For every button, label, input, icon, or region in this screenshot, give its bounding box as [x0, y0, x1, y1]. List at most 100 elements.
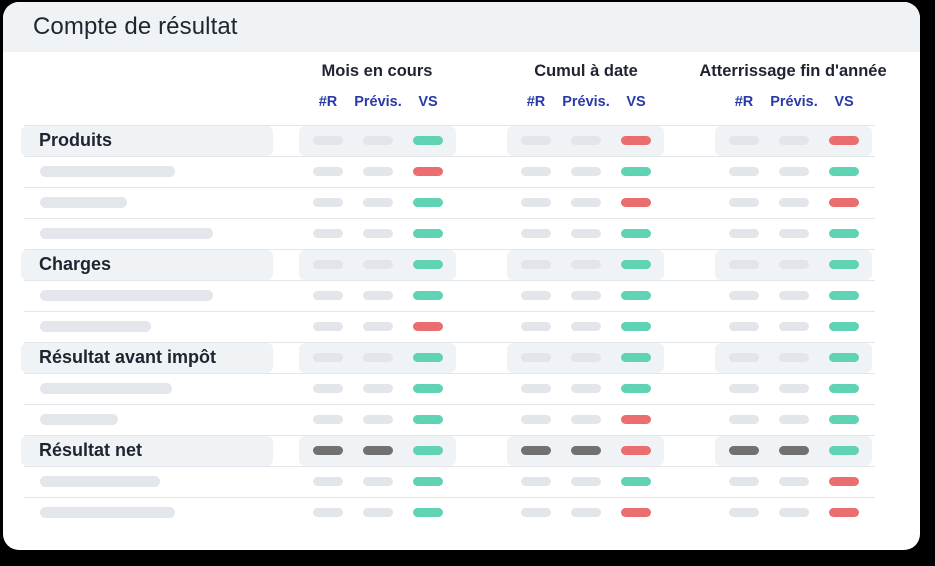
section-label: Résultat net	[39, 440, 143, 460]
subheader-forecast: Prévis.	[562, 94, 610, 110]
variance-indicator-green	[621, 291, 651, 300]
actual-value-placeholder	[729, 446, 759, 455]
variance-indicator-red	[413, 322, 443, 331]
actual-value-placeholder	[521, 384, 551, 393]
section-row-label-box[interactable]	[21, 436, 273, 466]
actual-value-placeholder	[729, 198, 759, 207]
subheader-forecast: Prévis.	[770, 94, 818, 110]
line-item-label-placeholder	[40, 228, 213, 239]
income-statement-card: Compte de résultat Mois en cours Cumul à…	[3, 2, 920, 550]
actual-value-placeholder	[313, 508, 343, 517]
card-header: Compte de résultat	[3, 2, 920, 52]
variance-indicator-green	[829, 384, 859, 393]
actual-value-placeholder	[521, 446, 551, 455]
line-item-label-placeholder	[40, 507, 175, 518]
forecast-value-placeholder	[363, 291, 393, 300]
row-divider	[24, 218, 875, 219]
line-item-label-placeholder	[40, 197, 127, 208]
actual-value-placeholder	[521, 353, 551, 362]
forecast-value-placeholder	[363, 384, 393, 393]
variance-indicator-green	[413, 136, 443, 145]
actual-value-placeholder	[521, 291, 551, 300]
variance-indicator-green	[829, 229, 859, 238]
forecast-value-placeholder	[779, 322, 809, 331]
forecast-value-placeholder	[571, 136, 601, 145]
row-divider	[24, 404, 875, 405]
line-item-label-placeholder	[40, 290, 213, 301]
variance-indicator-red	[621, 446, 651, 455]
column-group-year-end-forecast: Atterrissage fin d'année	[699, 62, 887, 80]
line-item-label-placeholder	[40, 476, 160, 487]
variance-indicator-red	[829, 136, 859, 145]
forecast-value-placeholder	[779, 229, 809, 238]
variance-indicator-green	[413, 198, 443, 207]
forecast-value-placeholder	[571, 353, 601, 362]
forecast-value-placeholder	[779, 446, 809, 455]
forecast-value-placeholder	[571, 415, 601, 424]
section-row-label-box[interactable]	[21, 126, 273, 156]
row-divider	[24, 342, 875, 343]
subheader-actual: #R	[734, 94, 754, 110]
actual-value-placeholder	[313, 415, 343, 424]
section-label: Produits	[39, 130, 113, 150]
forecast-value-placeholder	[363, 508, 393, 517]
actual-value-placeholder	[729, 477, 759, 486]
variance-indicator-green	[413, 291, 443, 300]
variance-indicator-green	[829, 446, 859, 455]
actual-value-placeholder	[729, 353, 759, 362]
actual-value-placeholder	[729, 384, 759, 393]
actual-value-placeholder	[313, 384, 343, 393]
section-label: Résultat avant impôt	[39, 347, 217, 367]
actual-value-placeholder	[729, 508, 759, 517]
actual-value-placeholder	[313, 229, 343, 238]
line-item-label-placeholder	[40, 383, 172, 394]
variance-indicator-green	[621, 322, 651, 331]
actual-value-placeholder	[313, 136, 343, 145]
forecast-value-placeholder	[571, 229, 601, 238]
subheader-actual: #R	[318, 94, 338, 110]
row-divider	[24, 249, 875, 250]
forecast-value-placeholder	[363, 353, 393, 362]
subheader-vs: VS	[418, 94, 438, 110]
actual-value-placeholder	[521, 136, 551, 145]
forecast-value-placeholder	[363, 260, 393, 269]
variance-indicator-green	[829, 322, 859, 331]
actual-value-placeholder	[521, 198, 551, 207]
forecast-value-placeholder	[363, 446, 393, 455]
card-title: Compte de résultat	[33, 13, 238, 40]
section-row-label-box[interactable]	[21, 250, 273, 280]
subheader-forecast: Prévis.	[354, 94, 402, 110]
variance-indicator-red	[621, 415, 651, 424]
variance-indicator-green	[413, 353, 443, 362]
actual-value-placeholder	[729, 260, 759, 269]
forecast-value-placeholder	[779, 260, 809, 269]
forecast-value-placeholder	[779, 415, 809, 424]
variance-indicator-green	[413, 508, 443, 517]
actual-value-placeholder	[313, 353, 343, 362]
subheader-vs: VS	[834, 94, 854, 110]
forecast-value-placeholder	[779, 384, 809, 393]
forecast-value-placeholder	[571, 446, 601, 455]
row-divider	[24, 311, 875, 312]
actual-value-placeholder	[729, 167, 759, 176]
row-divider	[24, 156, 875, 157]
actual-value-placeholder	[313, 291, 343, 300]
actual-value-placeholder	[521, 477, 551, 486]
actual-value-placeholder	[729, 291, 759, 300]
forecast-value-placeholder	[779, 477, 809, 486]
actual-value-placeholder	[313, 260, 343, 269]
subheader-vs: VS	[626, 94, 646, 110]
variance-indicator-red	[621, 198, 651, 207]
variance-indicator-red	[829, 508, 859, 517]
section-row-label-box[interactable]	[21, 343, 273, 373]
forecast-value-placeholder	[779, 291, 809, 300]
subheader-actual: #R	[526, 94, 546, 110]
actual-value-placeholder	[521, 260, 551, 269]
variance-indicator-green	[413, 384, 443, 393]
forecast-value-placeholder	[779, 167, 809, 176]
variance-indicator-red	[413, 167, 443, 176]
actual-value-placeholder	[521, 322, 551, 331]
variance-indicator-green	[621, 260, 651, 269]
section-label: Charges	[39, 254, 112, 274]
forecast-value-placeholder	[571, 384, 601, 393]
